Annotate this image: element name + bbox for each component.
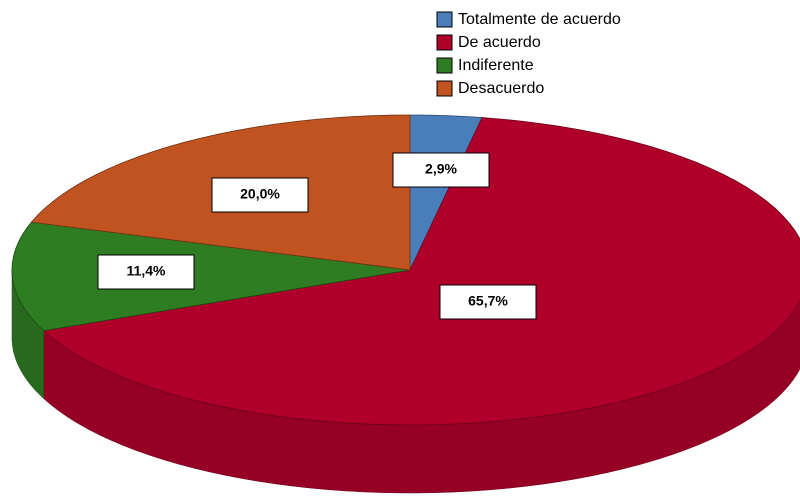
legend-label: Desacuerdo [458,80,544,97]
data-label: 65,7% [468,293,508,309]
label-box [97,254,195,290]
pie-slice [11,221,411,332]
legend-label: Totalmente de acuerdo [458,11,621,28]
legend-swatch [436,57,453,74]
label-box [211,177,309,213]
data-label: 20,0% [240,186,280,202]
label-box [439,284,537,320]
legend-label: Indiferente [458,57,534,74]
legend-swatch [436,34,453,51]
legend-swatch [436,11,453,28]
pie-slice [42,117,800,426]
legend-swatch [436,80,453,97]
data-label: 11,4% [127,263,166,279]
legend-label: De acuerdo [458,34,541,51]
label-box [392,152,490,188]
data-label: 2,9% [425,161,457,177]
